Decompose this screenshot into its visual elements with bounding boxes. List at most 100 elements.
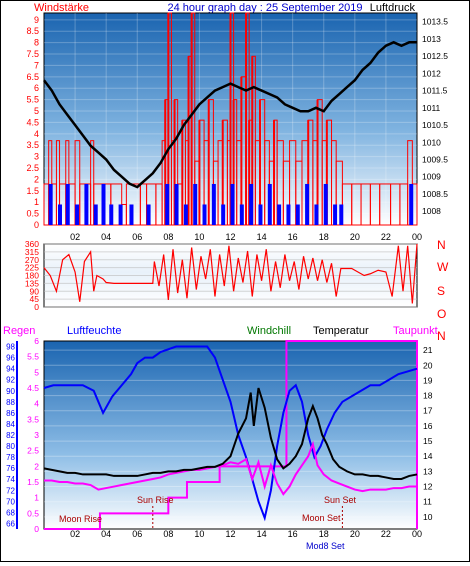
wind-hour-tick-06: 06 bbox=[132, 232, 142, 242]
humidity-ytick-94: 94 bbox=[6, 365, 15, 374]
humidity-ytick-96: 96 bbox=[6, 354, 15, 363]
legend-windchill: Windchill bbox=[247, 325, 291, 337]
mean-wind-bar bbox=[65, 183, 70, 225]
pressure-ytick-1010.5: 1010.5 bbox=[422, 120, 448, 130]
mean-wind-bar bbox=[333, 204, 338, 225]
rain-ytick-4: 4 bbox=[34, 399, 39, 409]
mean-wind-bar bbox=[129, 204, 134, 225]
wind-hour-tick-10: 10 bbox=[194, 232, 204, 242]
wind-ytick-1: 1 bbox=[34, 197, 39, 207]
humidity-ytick-92: 92 bbox=[6, 376, 15, 385]
pressure-ytick-1008.5: 1008.5 bbox=[422, 189, 448, 199]
annotation-sun-set: Sun Set bbox=[324, 495, 357, 505]
humidity-ytick-68: 68 bbox=[6, 508, 15, 517]
wind-direction-line bbox=[43, 243, 418, 304]
mean-wind-bar bbox=[314, 204, 319, 225]
pressure-ytick-1011: 1011 bbox=[422, 103, 441, 113]
pressure-ytick-1009.5: 1009.5 bbox=[422, 155, 448, 165]
legend-taupunkt: Taupunkt bbox=[393, 325, 438, 337]
wind-ytick-4: 4 bbox=[34, 129, 39, 139]
wind-ytick-7.5: 7.5 bbox=[26, 49, 39, 59]
rain-ytick-6: 6 bbox=[34, 336, 39, 346]
wind-ytick-6: 6 bbox=[34, 83, 39, 93]
compass-label-4: N bbox=[437, 329, 446, 343]
humidity-ytick-66: 66 bbox=[6, 519, 15, 528]
mean-wind-bar bbox=[295, 204, 300, 225]
mean-wind-bar bbox=[286, 204, 291, 225]
rain-ytick-3: 3 bbox=[34, 430, 39, 440]
legend-temperatur: Temperatur bbox=[313, 325, 369, 337]
mean-wind-bar bbox=[193, 183, 198, 225]
humidity-ytick-80: 80 bbox=[6, 442, 15, 451]
rain-ytick-5: 5 bbox=[34, 367, 39, 377]
mean-wind-bar bbox=[339, 204, 344, 225]
climate-hour-tick-00: 00 bbox=[412, 529, 422, 539]
dir-ytick-45: 45 bbox=[30, 294, 40, 304]
wind-ytick-5: 5 bbox=[34, 106, 39, 116]
mean-wind-bar bbox=[202, 204, 207, 225]
climate-hour-tick-22: 22 bbox=[381, 529, 391, 539]
pressure-ytick-1011.5: 1011.5 bbox=[422, 86, 448, 96]
legend-regen: Regen bbox=[3, 325, 35, 337]
wind-ytick-9: 9 bbox=[34, 15, 39, 25]
climate-hour-tick-10: 10 bbox=[194, 529, 204, 539]
wind-hour-tick-14: 14 bbox=[257, 232, 267, 242]
dir-ytick-180: 180 bbox=[25, 271, 39, 281]
pressure-ytick-1013: 1013 bbox=[422, 34, 441, 44]
mean-wind-bar bbox=[221, 204, 226, 225]
mean-wind-bar bbox=[258, 204, 263, 225]
temp-ytick-17: 17 bbox=[423, 406, 433, 416]
compass-label-0: N bbox=[437, 238, 446, 252]
gust-bar bbox=[90, 140, 95, 226]
wind-ytick-1.5: 1.5 bbox=[26, 186, 39, 196]
wind-ytick-2: 2 bbox=[34, 174, 39, 184]
rain-ytick-2.5: 2.5 bbox=[27, 446, 39, 456]
rain-ytick-3.5: 3.5 bbox=[27, 414, 39, 424]
wind-hour-tick-22: 22 bbox=[381, 232, 391, 242]
temperature-line bbox=[43, 387, 418, 480]
temp-ytick-16: 16 bbox=[423, 421, 433, 431]
mean-wind-bar bbox=[165, 183, 170, 225]
humidity-ytick-72: 72 bbox=[6, 486, 15, 495]
mean-wind-bar bbox=[84, 183, 89, 225]
temp-ytick-21: 21 bbox=[423, 345, 433, 355]
climate-hour-tick-18: 18 bbox=[319, 529, 329, 539]
wind-ytick-0: 0 bbox=[34, 220, 39, 230]
mean-wind-bar bbox=[409, 183, 414, 225]
humidity-ytick-88: 88 bbox=[6, 398, 15, 407]
annotation-moon-rise: Moon Rise bbox=[59, 514, 102, 524]
wind-hour-tick-02: 02 bbox=[70, 232, 80, 242]
climate-hour-tick-16: 16 bbox=[288, 529, 298, 539]
wind-ytick-3.5: 3.5 bbox=[26, 140, 39, 150]
rain-ytick-0.5: 0.5 bbox=[27, 508, 39, 518]
climate-chart bbox=[16, 340, 418, 530]
wind-hour-tick-18: 18 bbox=[319, 232, 329, 242]
annotation-sun-rise: Sun Rise bbox=[137, 495, 174, 505]
humidity-ytick-86: 86 bbox=[6, 409, 15, 418]
compass-label-3: O bbox=[437, 307, 446, 321]
wind-ytick-7: 7 bbox=[34, 60, 39, 70]
wind-ytick-6.5: 6.5 bbox=[26, 72, 39, 82]
humidity-ytick-78: 78 bbox=[6, 453, 15, 462]
mean-wind-bar bbox=[146, 204, 151, 225]
temp-ytick-12: 12 bbox=[423, 482, 433, 492]
temp-ytick-10: 10 bbox=[423, 512, 433, 522]
mean-wind-bar bbox=[305, 183, 310, 225]
rain-ytick-5.5: 5.5 bbox=[27, 352, 39, 362]
pressure-ytick-1013.5: 1013.5 bbox=[422, 17, 448, 27]
temp-ytick-13: 13 bbox=[423, 466, 433, 476]
dir-ytick-0: 0 bbox=[34, 302, 39, 312]
humidity-ytick-90: 90 bbox=[6, 387, 15, 396]
wind-ytick-0.5: 0.5 bbox=[26, 209, 39, 219]
mean-wind-bar bbox=[249, 183, 254, 225]
dir-ytick-270: 270 bbox=[25, 255, 39, 265]
mean-wind-bar bbox=[75, 204, 80, 225]
wind-hour-tick-12: 12 bbox=[225, 232, 235, 242]
climate-hour-tick-02: 02 bbox=[70, 529, 80, 539]
dir-ytick-90: 90 bbox=[30, 286, 40, 296]
humidity-ytick-70: 70 bbox=[6, 497, 15, 506]
dir-ytick-315: 315 bbox=[25, 247, 39, 257]
mean-wind-bar bbox=[174, 183, 179, 225]
